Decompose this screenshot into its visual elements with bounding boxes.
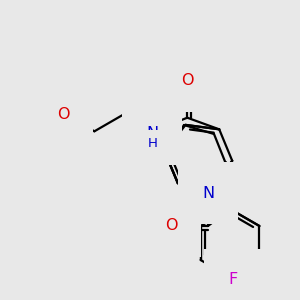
Text: N: N xyxy=(146,126,158,141)
Text: H: H xyxy=(147,137,157,150)
Text: F: F xyxy=(228,272,238,287)
Text: N: N xyxy=(202,185,214,200)
Text: O: O xyxy=(57,107,69,122)
Text: O: O xyxy=(181,73,194,88)
Text: O: O xyxy=(165,218,177,233)
